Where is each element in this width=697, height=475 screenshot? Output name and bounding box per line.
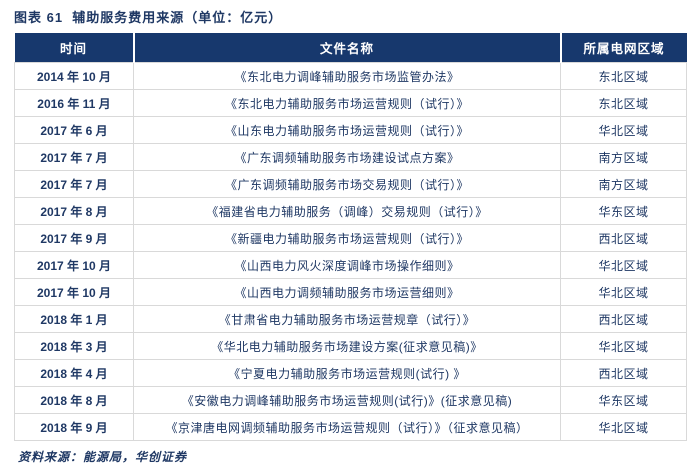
table-row: 2017 年 7 月 《广东调频辅助服务市场交易规则（试行）》 南方区域 — [14, 170, 687, 198]
cell-document: 《京津唐电网调频辅助服务市场运营规则（试行）》（征求意见稿） — [133, 413, 561, 441]
cell-date: 2017 年 9 月 — [14, 224, 134, 252]
cell-document: 《山西电力风火深度调峰市场操作细则》 — [133, 251, 561, 279]
table-row: 2017 年 10 月 《山西电力风火深度调峰市场操作细则》 华北区域 — [14, 251, 687, 279]
cell-document: 《广东调频辅助服务市场建设试点方案》 — [133, 143, 561, 171]
cell-document: 《宁夏电力辅助服务市场运营规则(试行) 》 — [133, 359, 561, 387]
page-title: 图表 61 辅助服务费用来源（单位：亿元） — [14, 10, 283, 25]
cell-date: 2018 年 8 月 — [14, 386, 134, 414]
cell-date: 2016 年 11 月 — [14, 89, 134, 117]
cell-document: 《甘肃省电力辅助服务市场运营规章（试行）》 — [133, 305, 561, 333]
cell-region: 华北区域 — [560, 413, 687, 441]
cell-document: 《新疆电力辅助服务市场运营规则（试行）》 — [133, 224, 561, 252]
cell-region: 华北区域 — [560, 332, 687, 360]
cell-date: 2017 年 7 月 — [14, 170, 134, 198]
table-header: 时间 文件名称 所属电网区域 — [14, 33, 687, 63]
cell-date: 2017 年 10 月 — [14, 251, 134, 279]
table-row: 2016 年 11 月 《东北电力辅助服务市场运营规则（试行）》 东北区域 — [14, 89, 687, 117]
cell-region: 西北区域 — [560, 305, 687, 333]
cell-region: 西北区域 — [560, 224, 687, 252]
table-row: 2017 年 6 月 《山东电力辅助服务市场运营规则（试行）》 华北区域 — [14, 116, 687, 144]
cell-date: 2018 年 4 月 — [14, 359, 134, 387]
table-row: 2017 年 7 月 《广东调频辅助服务市场建设试点方案》 南方区域 — [14, 143, 687, 171]
cell-date: 2017 年 8 月 — [14, 197, 134, 225]
table-row: 2017 年 9 月 《新疆电力辅助服务市场运营规则（试行）》 西北区域 — [14, 224, 687, 252]
cell-date: 2017 年 10 月 — [14, 278, 134, 306]
table-row: 2018 年 9 月 《京津唐电网调频辅助服务市场运营规则（试行）》（征求意见稿… — [14, 413, 687, 441]
table-row: 2018 年 8 月 《安徽电力调峰辅助服务市场运营规则(试行)》(征求意见稿)… — [14, 386, 687, 414]
cell-document: 《东北电力辅助服务市场运营规则（试行）》 — [133, 89, 561, 117]
header-cell-region: 所属电网区域 — [559, 33, 687, 63]
cell-region: 南方区域 — [560, 170, 687, 198]
cell-document: 《山东电力辅助服务市场运营规则（试行）》 — [133, 116, 561, 144]
cell-document: 《福建省电力辅助服务（调峰）交易规则（试行）》 — [133, 197, 561, 225]
cell-region: 西北区域 — [560, 359, 687, 387]
cell-document: 《广东调频辅助服务市场交易规则（试行）》 — [133, 170, 561, 198]
header-cell-filename: 文件名称 — [132, 33, 561, 63]
table-row: 2018 年 1 月 《甘肃省电力辅助服务市场运营规章（试行）》 西北区域 — [14, 305, 687, 333]
table-row: 2017 年 8 月 《福建省电力辅助服务（调峰）交易规则（试行）》 华东区域 — [14, 197, 687, 225]
cell-region: 东北区域 — [560, 62, 687, 90]
table-row: 2017 年 10 月 《山西电力调频辅助服务市场运营细则》 华北区域 — [14, 278, 687, 306]
cell-date: 2018 年 1 月 — [14, 305, 134, 333]
cell-region: 南方区域 — [560, 143, 687, 171]
cell-region: 华东区域 — [560, 197, 687, 225]
cell-document: 《安徽电力调峰辅助服务市场运营规则(试行)》(征求意见稿) — [133, 386, 561, 414]
cell-document: 《山西电力调频辅助服务市场运营细则》 — [133, 278, 561, 306]
cell-date: 2018 年 9 月 — [14, 413, 134, 441]
cell-region: 华北区域 — [560, 278, 687, 306]
table-row: 2018 年 4 月 《宁夏电力辅助服务市场运营规则(试行) 》 西北区域 — [14, 359, 687, 387]
cell-date: 2018 年 3 月 — [14, 332, 134, 360]
cell-document: 《东北电力调峰辅助服务市场监管办法》 — [133, 62, 561, 90]
header-cell-time: 时间 — [14, 33, 134, 63]
cell-date: 2017 年 7 月 — [14, 143, 134, 171]
table-row: 2014 年 10 月 《东北电力调峰辅助服务市场监管办法》 东北区域 — [14, 62, 687, 90]
table-body: 2014 年 10 月 《东北电力调峰辅助服务市场监管办法》 东北区域 2016… — [14, 62, 687, 441]
cell-region: 华北区域 — [560, 116, 687, 144]
cell-document: 《华北电力辅助服务市场建设方案(征求意见稿)》 — [133, 332, 561, 360]
cell-region: 华东区域 — [560, 386, 687, 414]
source-note: 资料来源：能源局，华创证券 — [18, 450, 188, 464]
cell-region: 华北区域 — [560, 251, 687, 279]
table-row: 2018 年 3 月 《华北电力辅助服务市场建设方案(征求意见稿)》 华北区域 — [14, 332, 687, 360]
cell-date: 2014 年 10 月 — [14, 62, 134, 90]
cell-region: 东北区域 — [560, 89, 687, 117]
cell-date: 2017 年 6 月 — [14, 116, 134, 144]
policy-table: 时间 文件名称 所属电网区域 2014 年 10 月 《东北电力调峰辅助服务市场… — [14, 33, 687, 441]
